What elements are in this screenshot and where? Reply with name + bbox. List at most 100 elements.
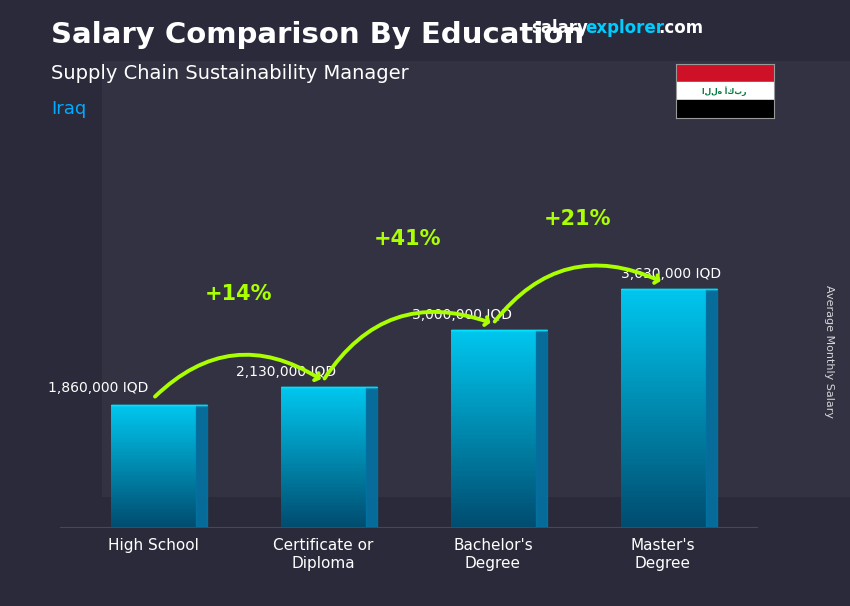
Bar	[110, 472, 196, 474]
Bar	[280, 444, 366, 445]
Bar	[280, 496, 366, 498]
Bar	[450, 498, 536, 500]
Text: 3,630,000 IQD: 3,630,000 IQD	[621, 267, 722, 281]
Bar	[450, 518, 536, 520]
Bar	[620, 304, 706, 307]
Bar	[450, 402, 536, 404]
Bar	[620, 355, 706, 358]
Bar	[280, 445, 366, 447]
Bar	[450, 483, 536, 485]
Bar	[280, 508, 366, 510]
Bar	[280, 498, 366, 499]
Bar	[450, 453, 536, 456]
Bar	[620, 399, 706, 402]
Polygon shape	[196, 405, 207, 527]
Bar	[620, 494, 706, 498]
Bar	[620, 423, 706, 426]
Bar	[450, 414, 536, 416]
Bar	[450, 407, 536, 409]
Bar	[110, 483, 196, 484]
Bar	[280, 436, 366, 438]
Bar	[620, 351, 706, 355]
Bar	[110, 451, 196, 453]
Bar	[620, 348, 706, 351]
Text: +21%: +21%	[544, 210, 612, 230]
Bar	[450, 411, 536, 414]
Bar	[450, 350, 536, 353]
Bar	[450, 485, 536, 488]
Bar	[280, 401, 366, 403]
Bar	[620, 491, 706, 494]
Bar	[620, 390, 706, 393]
Bar	[110, 411, 196, 413]
Bar	[110, 416, 196, 418]
Bar	[110, 513, 196, 515]
Bar	[280, 505, 366, 506]
Bar	[280, 503, 366, 505]
Text: الله أكبر: الله أكبر	[702, 86, 747, 96]
Bar	[620, 387, 706, 390]
Bar	[450, 490, 536, 493]
Bar	[280, 506, 366, 508]
Bar	[620, 465, 706, 468]
Bar	[450, 429, 536, 431]
Bar	[620, 488, 706, 491]
Bar	[280, 393, 366, 395]
Bar	[450, 397, 536, 399]
Bar	[450, 365, 536, 367]
Bar	[450, 461, 536, 463]
Bar	[102, 61, 850, 497]
Bar	[280, 473, 366, 474]
Bar	[280, 524, 366, 525]
Bar	[280, 395, 366, 396]
Bar	[280, 464, 366, 466]
Bar	[110, 521, 196, 522]
Bar	[280, 456, 366, 458]
Bar	[620, 289, 706, 292]
Bar	[110, 516, 196, 518]
Bar	[450, 342, 536, 345]
Bar	[110, 498, 196, 500]
Bar	[450, 330, 536, 333]
Bar	[450, 333, 536, 335]
Bar	[280, 414, 366, 415]
Bar	[110, 512, 196, 513]
Bar	[620, 345, 706, 348]
Bar	[110, 507, 196, 509]
Bar	[450, 360, 536, 362]
Bar	[280, 399, 366, 401]
Bar	[110, 504, 196, 506]
Bar	[450, 335, 536, 338]
Bar	[110, 427, 196, 428]
Bar	[450, 478, 536, 481]
Bar	[620, 476, 706, 479]
Bar	[620, 342, 706, 345]
Bar	[280, 407, 366, 408]
Bar	[620, 426, 706, 429]
Bar	[280, 398, 366, 399]
Bar	[110, 466, 196, 468]
Bar	[280, 489, 366, 490]
Polygon shape	[536, 330, 547, 527]
Bar	[280, 396, 366, 398]
Bar	[620, 316, 706, 319]
Bar	[620, 358, 706, 361]
Bar	[280, 459, 366, 461]
Bar	[620, 396, 706, 399]
Bar	[280, 452, 366, 454]
Text: Salary Comparison By Education: Salary Comparison By Education	[51, 21, 584, 49]
Bar	[450, 500, 536, 502]
Bar	[450, 409, 536, 411]
Bar	[280, 405, 366, 407]
Bar	[620, 369, 706, 372]
Bar	[620, 479, 706, 482]
Bar	[450, 444, 536, 446]
Bar	[110, 413, 196, 415]
Bar	[280, 499, 366, 501]
Bar	[620, 408, 706, 411]
Text: 2,130,000 IQD: 2,130,000 IQD	[235, 365, 336, 379]
Bar	[620, 501, 706, 504]
Bar	[620, 333, 706, 336]
Bar	[620, 462, 706, 465]
Bar	[110, 408, 196, 410]
